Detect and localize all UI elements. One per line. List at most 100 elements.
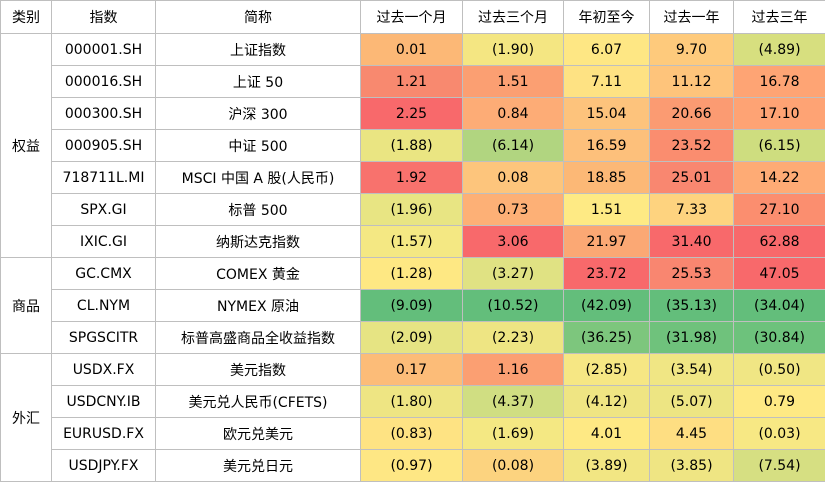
category-cell: 外汇 (0, 353, 52, 482)
return-value-cell: 20.66 (649, 97, 734, 130)
header-past-1-year: 过去一年 (649, 0, 734, 34)
return-value-cell: (1.69) (462, 417, 564, 450)
return-value-cell: (0.50) (733, 353, 825, 386)
short-name-cell: 美元兑日元 (155, 449, 361, 482)
index-code-cell: GC.CMX (51, 257, 156, 290)
return-value-cell: (1.57) (360, 225, 463, 258)
header-past-1-month: 过去一个月 (360, 0, 463, 34)
return-value-cell: 0.08 (462, 161, 564, 194)
return-value-cell: 3.06 (462, 225, 564, 258)
category-cell: 商品 (0, 257, 52, 354)
return-value-cell: (42.09) (563, 289, 650, 322)
table-row: IXIC.GI 纳斯达克指数 (1.57) 3.06 21.97 31.40 62.88 (1, 225, 825, 258)
short-name-cell: 上证 50 (155, 65, 361, 98)
index-code-cell: IXIC.GI (51, 225, 156, 258)
return-value-cell: 18.85 (563, 161, 650, 194)
short-name-cell: MSCI 中国 A 股(人民币) (155, 161, 361, 194)
table-row: USDJPY.FX 美元兑日元 (0.97) (0.08) (3.89) (3.85) (7… (1, 449, 825, 482)
index-code-cell: USDJPY.FX (51, 449, 156, 482)
return-value-cell: 1.92 (360, 161, 463, 194)
return-value-cell: 14.22 (733, 161, 825, 194)
return-value-cell: 1.16 (462, 353, 564, 386)
return-value-cell: 7.33 (649, 193, 734, 226)
return-value-cell: 47.05 (733, 257, 825, 290)
return-value-cell: 0.84 (462, 97, 564, 130)
return-value-cell: (2.23) (462, 321, 564, 354)
short-name-cell: 沪深 300 (155, 97, 361, 130)
table-row: SPX.GI 标普 500 (1.96) 0.73 1.51 7.33 27.10 (1, 193, 825, 226)
index-code-cell: 718711L.MI (51, 161, 156, 194)
return-value-cell: (3.85) (649, 449, 734, 482)
short-name-cell: 纳斯达克指数 (155, 225, 361, 258)
return-value-cell: 17.10 (733, 97, 825, 130)
table-row: 000016.SH 上证 50 1.21 1.51 7.11 11.12 16.78 (1, 65, 825, 98)
table-row: USDCNY.IB 美元兑人民币(CFETS) (1.80) (4.37) (4.12)… (1, 385, 825, 418)
header-index: 指数 (51, 0, 156, 34)
index-code-cell: SPX.GI (51, 193, 156, 226)
short-name-cell: 标普 500 (155, 193, 361, 226)
return-value-cell: (3.27) (462, 257, 564, 290)
return-value-cell: (31.98) (649, 321, 734, 354)
header-past-3-months: 过去三个月 (462, 0, 564, 34)
short-name-cell: 美元兑人民币(CFETS) (155, 385, 361, 418)
return-value-cell: 15.04 (563, 97, 650, 130)
return-value-cell: (10.52) (462, 289, 564, 322)
header-past-3-years: 过去三年 (733, 0, 825, 34)
header-category: 类别 (0, 0, 52, 34)
return-value-cell: (6.15) (733, 129, 825, 162)
index-code-cell: 000905.SH (51, 129, 156, 162)
return-value-cell: 0.79 (733, 385, 825, 418)
table-row: CL.NYM NYMEX 原油 (9.09) (10.52) (42.09) (35.13… (1, 289, 825, 322)
table-row: 000300.SH 沪深 300 2.25 0.84 15.04 20.66 17.10 (1, 97, 825, 130)
index-code-cell: 000001.SH (51, 33, 156, 66)
return-value-cell: (4.12) (563, 385, 650, 418)
return-value-cell: 16.78 (733, 65, 825, 98)
return-value-cell: 4.01 (563, 417, 650, 450)
header-ytd: 年初至今 (563, 0, 650, 34)
return-value-cell: (1.90) (462, 33, 564, 66)
return-value-cell: (3.89) (563, 449, 650, 482)
table-row: 718711L.MI MSCI 中国 A 股(人民币) 1.92 0.08 18.85 2… (1, 161, 825, 194)
return-value-cell: 0.01 (360, 33, 463, 66)
return-value-cell: 2.25 (360, 97, 463, 130)
return-value-cell: (6.14) (462, 129, 564, 162)
return-value-cell: 25.53 (649, 257, 734, 290)
short-name-cell: 美元指数 (155, 353, 361, 386)
table-row: 外汇 USDX.FX 美元指数 0.17 1.16 (2.85) (3.54) (0.50) (0, 353, 825, 482)
return-value-cell: (4.37) (462, 385, 564, 418)
return-value-cell: (0.08) (462, 449, 564, 482)
return-value-cell: (1.80) (360, 385, 463, 418)
return-value-cell: 25.01 (649, 161, 734, 194)
return-value-cell: (7.54) (733, 449, 825, 482)
index-code-cell: USDX.FX (51, 353, 156, 386)
header-short-name: 简称 (155, 0, 361, 34)
return-value-cell: (36.25) (563, 321, 650, 354)
return-value-cell: 31.40 (649, 225, 734, 258)
short-name-cell: 中证 500 (155, 129, 361, 162)
table-body: 权益 000001.SH 上证指数 0.01 (1.90) 6.07 9.70 (4.89) 0… (0, 33, 825, 482)
return-value-cell: 4.45 (649, 417, 734, 450)
return-value-cell: 16.59 (563, 129, 650, 162)
short-name-cell: 上证指数 (155, 33, 361, 66)
return-value-cell: 7.11 (563, 65, 650, 98)
header-row: 类别 指数 简称 过去一个月 过去三个月 年初至今 过去一年 过去三年 (0, 0, 825, 34)
table-row: 商品 GC.CMX COMEX 黄金 (1.28) (3.27) 23.72 25.53 47… (0, 257, 825, 354)
return-value-cell: (1.28) (360, 257, 463, 290)
return-value-cell: (1.96) (360, 193, 463, 226)
short-name-cell: 标普高盛商品全收益指数 (155, 321, 361, 354)
return-value-cell: (1.88) (360, 129, 463, 162)
table-row: SPGSCITR 标普高盛商品全收益指数 (2.09) (2.23) (36.25) (3… (1, 321, 825, 354)
return-value-cell: 23.52 (649, 129, 734, 162)
table-row: 权益 000001.SH 上证指数 0.01 (1.90) 6.07 9.70 (4.89) (0, 33, 825, 258)
return-value-cell: 62.88 (733, 225, 825, 258)
return-value-cell: 21.97 (563, 225, 650, 258)
return-value-cell: (9.09) (360, 289, 463, 322)
return-value-cell: 1.51 (563, 193, 650, 226)
return-value-cell: 0.17 (360, 353, 463, 386)
index-code-cell: 000300.SH (51, 97, 156, 130)
return-value-cell: 6.07 (563, 33, 650, 66)
return-value-cell: 0.73 (462, 193, 564, 226)
return-value-cell: 9.70 (649, 33, 734, 66)
return-value-cell: (4.89) (733, 33, 825, 66)
